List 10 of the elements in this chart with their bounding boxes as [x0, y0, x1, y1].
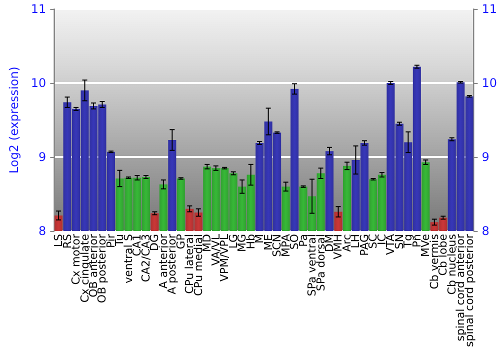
y2-tick-label: 8 — [482, 224, 490, 238]
y-tick-label: 11 — [30, 2, 46, 16]
y-tick-label: 9 — [38, 150, 46, 164]
y-axis-title: Log2 (expression) — [7, 66, 21, 174]
y-tick-label: 10 — [30, 76, 46, 90]
y2-tick-label: 11 — [482, 2, 498, 16]
x-tick-label: A posterior — [166, 234, 179, 294]
y-tick-label: 8 — [38, 224, 46, 238]
y2-tick-label: 10 — [482, 76, 498, 90]
y2-tick-label: 9 — [482, 150, 490, 164]
